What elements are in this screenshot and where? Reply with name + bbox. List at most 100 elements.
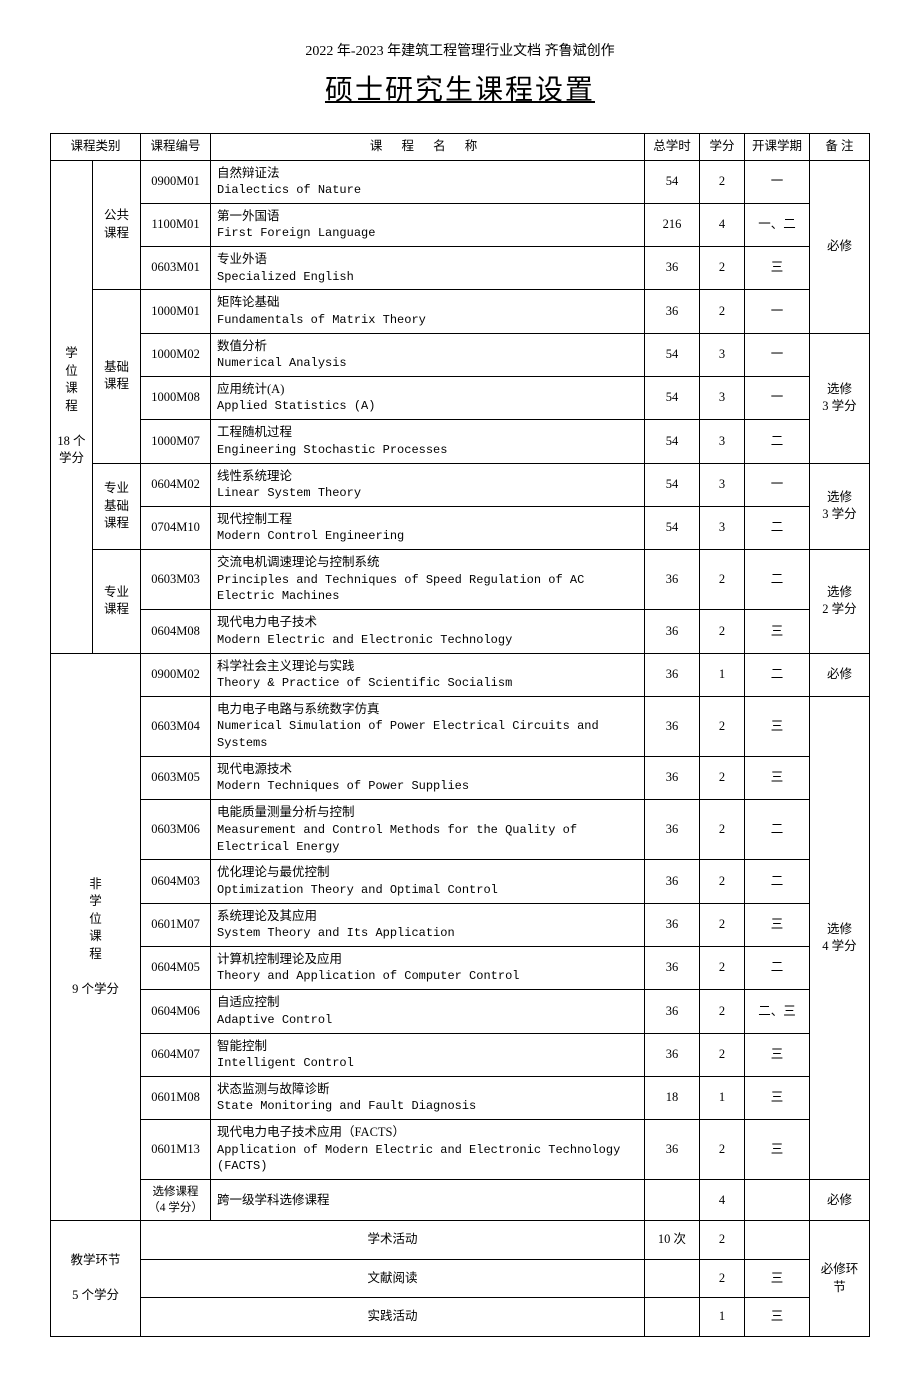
course-credits: 2 (700, 696, 745, 756)
course-name: 线性系统理论Linear System Theory (211, 463, 645, 506)
course-credits: 2 (700, 903, 745, 946)
course-code: 1000M01 (141, 290, 211, 333)
note-required: 必修 (810, 653, 870, 696)
course-name: 现代电力电子技术Modern Electric and Electronic T… (211, 610, 645, 653)
course-semester: 三 (745, 1120, 810, 1180)
table-header-row: 课程类别 课程编号 课 程 名 称 总学时 学分 开课学期 备 注 (51, 134, 870, 161)
subcat-public: 公共 课程 (93, 160, 141, 290)
note-sel4: 选修 4 学分 (810, 696, 870, 1179)
course-credits: 2 (700, 800, 745, 860)
note-required: 必修 (810, 1180, 870, 1221)
course-code: 0603M04 (141, 696, 211, 756)
subcat-probasic: 专业 基础 课程 (93, 463, 141, 550)
course-hours: 36 (645, 290, 700, 333)
table-row: 0604M07 智能控制Intelligent Control 36 2 三 (51, 1033, 870, 1076)
activity-semester (745, 1221, 810, 1260)
course-credits: 2 (700, 1033, 745, 1076)
course-code: 0603M01 (141, 247, 211, 290)
course-code: 1000M02 (141, 333, 211, 376)
course-semester: 一 (745, 463, 810, 506)
course-name: 矩阵论基础Fundamentals of Matrix Theory (211, 290, 645, 333)
cat-degree: 学 位 课 程 18 个 学分 (51, 160, 93, 653)
course-name: 第一外国语First Foreign Language (211, 203, 645, 246)
course-semester: 一 (745, 376, 810, 419)
col-credits: 学分 (700, 134, 745, 161)
course-name: 交流电机调速理论与控制系统Principles and Techniques o… (211, 550, 645, 610)
course-hours: 54 (645, 160, 700, 203)
col-category: 课程类别 (51, 134, 141, 161)
activity-hours: 10 次 (645, 1221, 700, 1260)
subcat-basic: 基础 课程 (93, 290, 141, 463)
course-credits: 2 (700, 247, 745, 290)
course-credits: 3 (700, 420, 745, 463)
col-notes: 备 注 (810, 134, 870, 161)
table-row: 0604M03 优化理论与最优控制Optimization Theory and… (51, 860, 870, 903)
course-semester: 二 (745, 946, 810, 989)
course-semester: 一、二 (745, 203, 810, 246)
course-semester: 二 (745, 860, 810, 903)
course-code: 0704M10 (141, 506, 211, 549)
course-code: 0604M02 (141, 463, 211, 506)
cat-teaching: 教学环节 5 个学分 (51, 1221, 141, 1337)
table-row: 文献阅读 2 三 (51, 1259, 870, 1298)
crosslevel-credits: 4 (700, 1180, 745, 1221)
course-credits: 3 (700, 333, 745, 376)
page-title: 硕士研究生课程设置 (50, 68, 870, 108)
course-credits: 2 (700, 946, 745, 989)
subcat-pro: 专业 课程 (93, 550, 141, 653)
course-semester: 三 (745, 696, 810, 756)
activity-name: 学术活动 (141, 1221, 645, 1260)
crosslevel-name: 跨一级学科选修课程 (211, 1180, 645, 1221)
course-hours: 54 (645, 463, 700, 506)
table-row: 0601M07 系统理论及其应用System Theory and Its Ap… (51, 903, 870, 946)
table-row: 0704M10 现代控制工程Modern Control Engineering… (51, 506, 870, 549)
activity-hours (645, 1298, 700, 1337)
course-code: 1100M01 (141, 203, 211, 246)
course-semester: 三 (745, 247, 810, 290)
course-hours: 36 (645, 903, 700, 946)
course-semester: 一 (745, 160, 810, 203)
course-credits: 2 (700, 290, 745, 333)
course-code: 0604M06 (141, 990, 211, 1033)
curriculum-table: 课程类别 课程编号 课 程 名 称 总学时 学分 开课学期 备 注 学 位 课 … (50, 133, 870, 1337)
course-name: 工程随机过程Engineering Stochastic Processes (211, 420, 645, 463)
course-credits: 1 (700, 653, 745, 696)
course-code: 0604M08 (141, 610, 211, 653)
course-hours: 36 (645, 1033, 700, 1076)
table-row: 1000M02 数值分析Numerical Analysis 54 3 一 选修… (51, 333, 870, 376)
course-code: 0900M02 (141, 653, 211, 696)
course-code: 0603M03 (141, 550, 211, 610)
course-semester: 三 (745, 1076, 810, 1119)
table-row: 专业 基础 课程 0604M02 线性系统理论Linear System The… (51, 463, 870, 506)
table-row: 专业 课程 0603M03 交流电机调速理论与控制系统Principles an… (51, 550, 870, 610)
course-credits: 1 (700, 1076, 745, 1119)
table-row: 0603M01 专业外语Specialized English 36 2 三 (51, 247, 870, 290)
table-row: 基础 课程 1000M01 矩阵论基础Fundamentals of Matri… (51, 290, 870, 333)
course-hours: 36 (645, 946, 700, 989)
course-hours: 36 (645, 696, 700, 756)
course-credits: 2 (700, 860, 745, 903)
course-name: 现代控制工程Modern Control Engineering (211, 506, 645, 549)
course-credits: 3 (700, 506, 745, 549)
course-semester: 三 (745, 903, 810, 946)
course-hours: 36 (645, 550, 700, 610)
course-name: 系统理论及其应用System Theory and Its Applicatio… (211, 903, 645, 946)
course-semester: 三 (745, 610, 810, 653)
course-semester: 三 (745, 1033, 810, 1076)
activity-hours (645, 1259, 700, 1298)
course-name: 自适应控制Adaptive Control (211, 990, 645, 1033)
course-code: 0603M05 (141, 756, 211, 799)
course-credits: 2 (700, 160, 745, 203)
activity-name: 实践活动 (141, 1298, 645, 1337)
course-semester: 一 (745, 290, 810, 333)
course-credits: 2 (700, 1120, 745, 1180)
course-semester: 二、三 (745, 990, 810, 1033)
course-credits: 2 (700, 756, 745, 799)
note-sel3b: 选修 3 学分 (810, 463, 870, 550)
course-code: 0601M07 (141, 903, 211, 946)
course-semester: 一 (745, 333, 810, 376)
cat-nondegree: 非 学 位 课 程 9 个学分 (51, 653, 141, 1221)
note-sel3: 选修 3 学分 (810, 333, 870, 463)
course-credits: 2 (700, 550, 745, 610)
course-credits: 4 (700, 203, 745, 246)
